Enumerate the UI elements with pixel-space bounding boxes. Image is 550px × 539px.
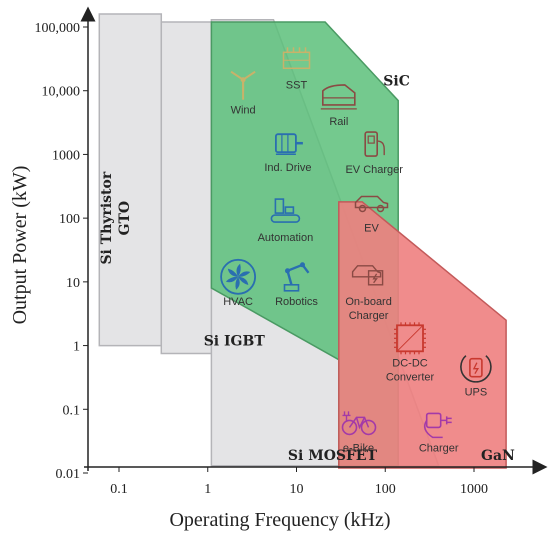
app-label-on-board-charger: On-board Charger: [345, 296, 391, 322]
conveyor-icon: [270, 198, 301, 223]
app-ev-charger: EV Charger: [345, 131, 403, 176]
region-label-si-thyristor-gto: Si Thyristor GTO: [99, 171, 133, 264]
x-tick-label: 1000: [460, 482, 488, 497]
y-tick-label: 100,000: [35, 21, 81, 36]
axes: [80, 6, 548, 475]
ticks-layer: 0.1 1 10 100 1000 0.01 0.1 1 10 100 1000 10,000 100,…: [35, 21, 489, 497]
onboard-charger-icon: [351, 265, 384, 286]
x-tick-label: 1: [204, 482, 211, 497]
ev-charger-icon: [364, 131, 385, 157]
motor-icon: [274, 133, 303, 155]
plug-charger-icon: [423, 412, 452, 439]
dc-dc-chip-icon: [394, 322, 426, 355]
app-label-dc-dc-converter: DC-DC Converter: [386, 357, 435, 383]
robot-arm-icon: [283, 262, 310, 292]
region-label-sic: SiC: [383, 74, 410, 90]
app-ev: EV: [354, 195, 389, 235]
y-tick-label: 0.1: [63, 403, 81, 418]
app-label-automation: Automation: [258, 232, 314, 244]
app-label-ev-charger: EV Charger: [345, 164, 403, 176]
app-rail: Rail: [320, 84, 357, 128]
app-ind-drive: Ind. Drive: [264, 133, 311, 174]
x-tick-label: 100: [375, 482, 396, 497]
battery-icon: [460, 355, 492, 383]
y-tick-label: 0.01: [56, 467, 81, 482]
app-wind: Wind: [230, 70, 256, 117]
x-tick-label: 10: [290, 482, 304, 497]
app-dc-dc-converter: DC-DC Converter: [386, 322, 435, 383]
region-label-si-igbt: Si IGBT: [204, 334, 266, 350]
app-label-charger: Charger: [419, 442, 459, 454]
app-label-rail: Rail: [329, 116, 348, 128]
app-hvac: HVAC: [220, 258, 257, 308]
app-e-bike: e-Bike: [341, 411, 377, 454]
applications-layer: SST Wind Rail Ind. Drive EV Charger EV Automat…: [220, 47, 492, 454]
app-sst: SST: [282, 47, 311, 91]
app-label-ev: EV: [364, 223, 379, 235]
region-labels-layer: Si Thyristor GTO Si IGBT Si MOSFET SiC GaN: [99, 74, 515, 464]
region-label-gan: GaN: [481, 448, 515, 464]
y-axis-title: Output Power (kW): [9, 166, 31, 325]
app-automation: Automation: [258, 198, 314, 244]
app-label-robotics: Robotics: [275, 296, 318, 308]
y-tick-label: 100: [59, 212, 80, 227]
y-tick-label: 10: [66, 276, 80, 291]
app-ups: UPS: [460, 355, 492, 399]
train-icon: [320, 84, 357, 110]
app-label-wind: Wind: [231, 105, 256, 117]
app-label-ind-drive: Ind. Drive: [264, 162, 311, 174]
x-axis-title: Operating Frequency (kHz): [169, 509, 390, 531]
app-charger: Charger: [419, 412, 459, 454]
app-label-ups: UPS: [465, 387, 488, 399]
x-tick-label: 0.1: [110, 482, 128, 497]
wind-turbine-icon: [230, 70, 256, 100]
y-tick-label: 1: [73, 340, 80, 355]
bicycle-icon: [341, 411, 377, 436]
app-robotics: Robotics: [275, 262, 318, 308]
fan-icon: [220, 258, 257, 295]
region-label-si-mosfet: Si MOSFET: [288, 448, 378, 464]
app-label-hvac: HVAC: [223, 296, 253, 308]
y-tick-label: 10,000: [42, 85, 81, 100]
app-on-board-charger: On-board Charger: [345, 265, 392, 322]
app-label-e-bike: e-Bike: [343, 442, 374, 454]
transformer-icon: [282, 47, 311, 70]
app-label-sst: SST: [286, 79, 308, 91]
car-icon: [354, 195, 389, 213]
y-tick-label: 1000: [52, 148, 80, 163]
